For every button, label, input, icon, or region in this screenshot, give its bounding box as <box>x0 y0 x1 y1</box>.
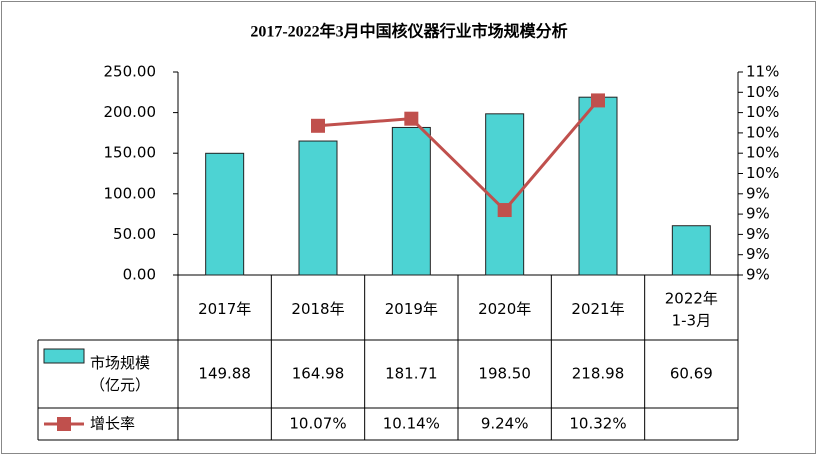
y-tick-label: 250.00 <box>104 63 157 81</box>
table-value: 149.88 <box>198 365 251 383</box>
line-marker <box>497 203 512 218</box>
y2-tick-label: 10% <box>746 144 779 162</box>
y2-tick-label: 11% <box>746 63 779 81</box>
y2-tick-label: 9% <box>746 205 770 223</box>
bar <box>578 96 618 276</box>
table-value: 218.98 <box>572 365 625 383</box>
line-marker <box>404 111 419 126</box>
table-value: 164.98 <box>292 365 345 383</box>
y2-tick-label: 10% <box>746 83 779 101</box>
table-value: 10.14% <box>383 415 440 433</box>
legend-marker <box>57 417 71 431</box>
legend-label: 增长率 <box>90 415 135 433</box>
y2-tick-label: 10% <box>746 123 779 141</box>
y2-tick-label: 9% <box>746 245 770 263</box>
bar <box>391 126 431 276</box>
bar <box>205 152 245 276</box>
table-value: 181.71 <box>385 365 438 383</box>
table-value: 9.24% <box>481 415 529 433</box>
line-marker <box>591 93 605 108</box>
chart-title: 2017-2022年3月中国核仪器行业市场规模分析 <box>250 22 567 41</box>
legend-swatch <box>43 348 85 364</box>
table-value: 10.07% <box>289 415 346 433</box>
x-tick-label: 2017年 <box>198 300 251 318</box>
x-tick-label: 2020年 <box>478 300 531 318</box>
x-tick-label: 2021年 <box>571 300 624 318</box>
table-value: 198.50 <box>478 365 531 383</box>
y-tick-label: 100.00 <box>104 184 157 202</box>
y2-tick-label: 9% <box>746 266 770 284</box>
y-tick-label: 50.00 <box>113 225 156 243</box>
table-value: 60.69 <box>670 365 713 383</box>
x-tick-label: 2019年 <box>385 300 438 318</box>
bar <box>671 225 711 276</box>
line-marker <box>311 118 325 133</box>
y2-tick-label: 10% <box>746 103 779 121</box>
y2-tick-label: 9% <box>746 225 770 243</box>
legend-label: 市场规模（亿元） <box>90 354 150 394</box>
x-tick-label: 2018年 <box>291 300 344 318</box>
y2-tick-label: 9% <box>746 184 770 202</box>
y-tick-label: 0.00 <box>123 266 156 284</box>
table-value: 10.32% <box>569 415 626 433</box>
line <box>317 99 600 213</box>
y2-tick-label: 10% <box>746 164 779 182</box>
y-tick-label: 200.00 <box>104 103 157 121</box>
y-tick-label: 150.00 <box>104 144 157 162</box>
bar <box>298 140 338 276</box>
x-tick-label: 2022年 1-3月 <box>665 289 718 329</box>
